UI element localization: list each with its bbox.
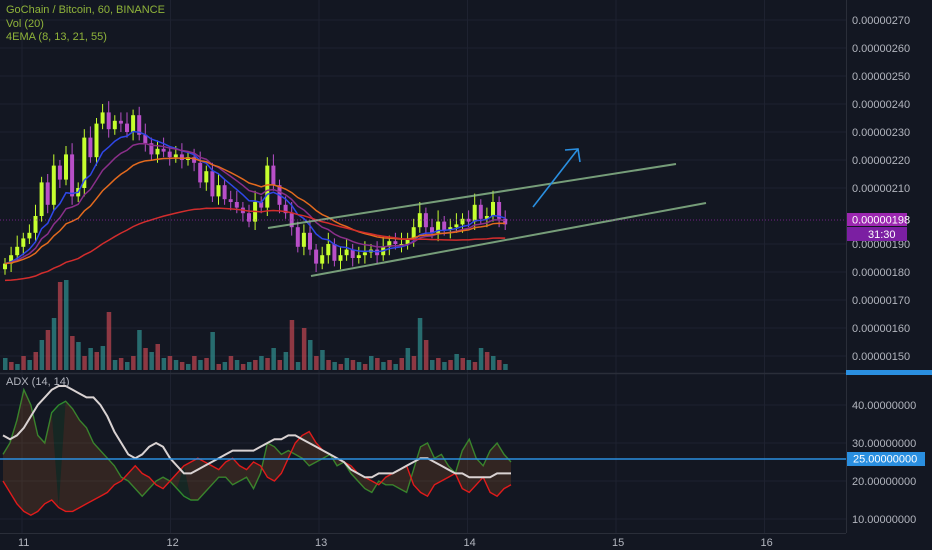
price-tick-label: 0.00000180	[852, 267, 910, 279]
time-tick-label: 15	[612, 537, 624, 549]
time-tick-label: 13	[315, 537, 327, 549]
adx-tick-label: 30.00000000	[852, 438, 916, 450]
last-price-label: 0.00000198	[852, 215, 910, 227]
time-axis[interactable]: 11 12 13 14 15 16	[18, 537, 773, 549]
adx-tick-label: 20.00000000	[852, 476, 916, 488]
price-tick-label: 0.00000170	[852, 295, 910, 307]
price-tick-label: 0.00000160	[852, 323, 910, 335]
ema-legend[interactable]: 4EMA (8, 13, 21, 55)	[6, 31, 107, 43]
price-scale[interactable]: 0.00000270 0.00000260 0.00000250 0.00000240…	[852, 15, 910, 363]
countdown-label: 31:30	[868, 229, 896, 241]
price-tick-label: 0.00000270	[852, 15, 910, 27]
time-tick-label: 14	[464, 537, 476, 549]
trend-arrow-icon[interactable]	[532, 148, 581, 208]
pane-separator-handle[interactable]	[846, 370, 932, 375]
adx-scale[interactable]: 40.00000000 30.00000000 20.00000000 10.0000…	[852, 400, 916, 526]
channel-lines[interactable]	[267, 163, 707, 277]
price-tick-label: 0.00000210	[852, 183, 910, 195]
time-tick-label: 16	[761, 537, 773, 549]
channel-upper-line[interactable]	[267, 163, 677, 229]
threshold-tag: 25.00000000	[847, 452, 925, 466]
adx-tick-label: 40.00000000	[852, 400, 916, 412]
price-tick-label: 0.00000150	[852, 351, 910, 363]
ema-lines	[4, 130, 506, 282]
price-tick-label: 0.00000260	[852, 43, 910, 55]
countdown-tag: 31:30	[847, 227, 907, 241]
channel-lower-line[interactable]	[310, 202, 707, 277]
threshold-label: 25.00000000	[853, 454, 917, 466]
volume-legend[interactable]: Vol (20)	[6, 18, 44, 30]
last-price-tag: 0.00000198	[847, 213, 910, 227]
volume-bars	[3, 280, 508, 370]
price-tick-label: 0.00000190	[852, 239, 910, 251]
adx-legend[interactable]: ADX (14, 14)	[6, 376, 70, 388]
symbol-title[interactable]: GoChain / Bitcoin, 60, BINANCE	[6, 4, 165, 16]
time-tick-label: 12	[167, 537, 179, 549]
price-tick-label: 0.00000240	[852, 99, 910, 111]
price-tick-label: 0.00000220	[852, 155, 910, 167]
price-tick-label: 0.00000230	[852, 127, 910, 139]
adx-tick-label: 10.00000000	[852, 514, 916, 526]
price-tick-label: 0.00000250	[852, 71, 910, 83]
candles	[3, 101, 508, 275]
grid	[0, 0, 846, 533]
time-tick-label: 11	[18, 537, 29, 549]
